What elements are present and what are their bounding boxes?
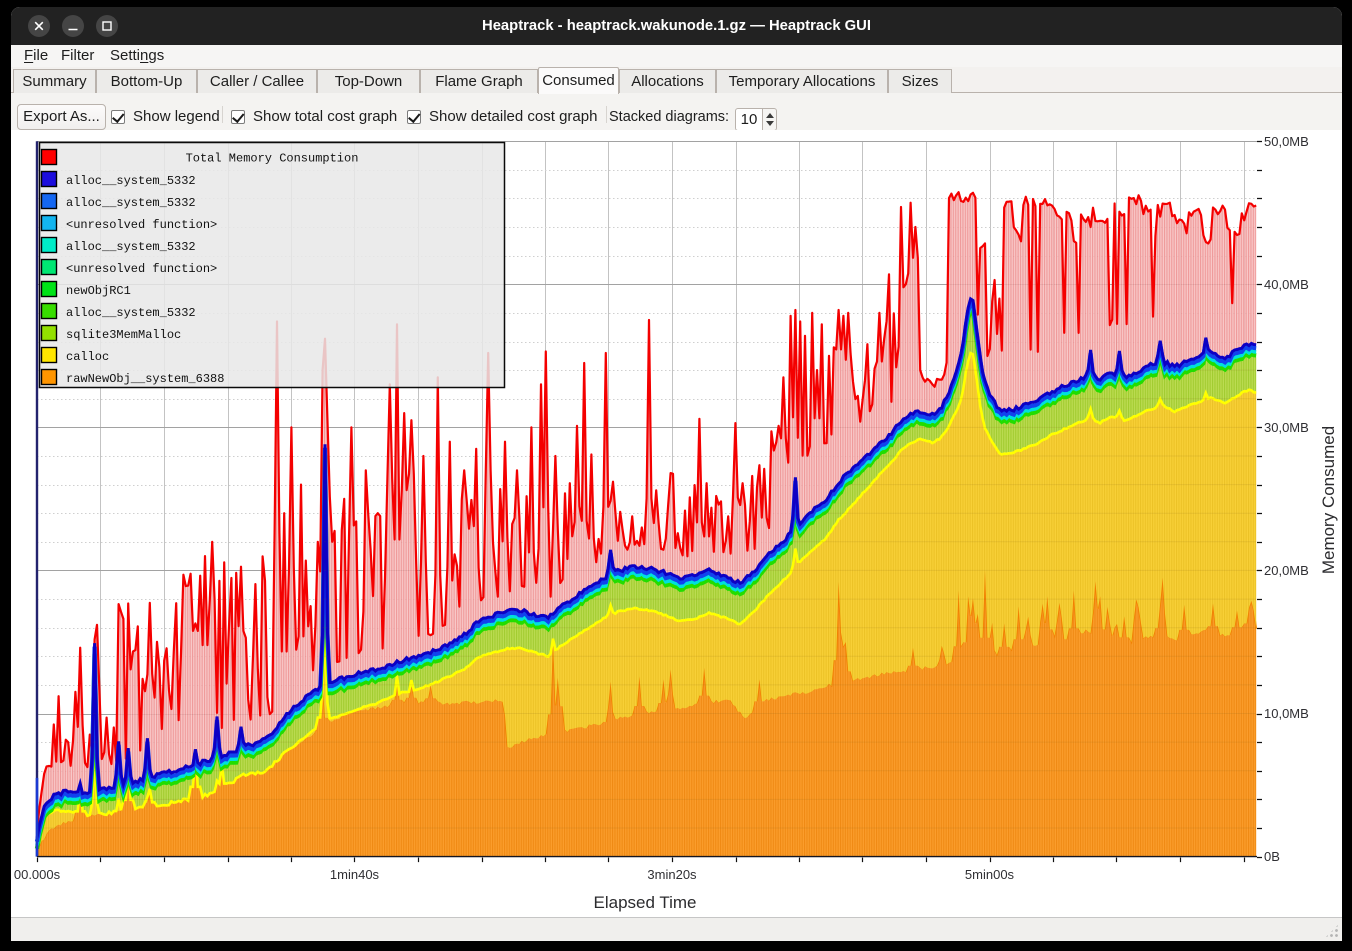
- svg-text:alloc__system_5332: alloc__system_5332: [66, 306, 196, 320]
- svg-text:5min00s: 5min00s: [965, 867, 1015, 882]
- svg-text:50,0MB: 50,0MB: [1264, 134, 1309, 149]
- svg-text:alloc__system_5332: alloc__system_5332: [66, 174, 196, 188]
- svg-text:alloc__system_5332: alloc__system_5332: [66, 240, 196, 254]
- svg-text:20,0MB: 20,0MB: [1264, 563, 1309, 578]
- svg-text:10,0MB: 10,0MB: [1264, 706, 1309, 721]
- svg-text:rawNewObj__system_6388: rawNewObj__system_6388: [66, 372, 224, 386]
- svg-text:0B: 0B: [1264, 849, 1280, 864]
- svg-text:newObjRC1: newObjRC1: [66, 284, 131, 298]
- svg-text:1min40s: 1min40s: [330, 867, 380, 882]
- svg-text:calloc: calloc: [66, 350, 109, 364]
- svg-text:3min20s: 3min20s: [647, 867, 697, 882]
- svg-text:30,0MB: 30,0MB: [1264, 420, 1309, 435]
- svg-text:40,0MB: 40,0MB: [1264, 277, 1309, 292]
- svg-text:<unresolved function>: <unresolved function>: [66, 218, 217, 232]
- svg-text:Total Memory Consumption: Total Memory Consumption: [186, 152, 359, 166]
- svg-text:sqlite3MemMalloc: sqlite3MemMalloc: [66, 328, 181, 342]
- svg-text:Elapsed Time: Elapsed Time: [594, 893, 697, 912]
- svg-text:Memory Consumed: Memory Consumed: [1319, 426, 1338, 574]
- svg-text:<unresolved function>: <unresolved function>: [66, 262, 217, 276]
- svg-text:00.000s: 00.000s: [14, 867, 61, 882]
- svg-text:alloc__system_5332: alloc__system_5332: [66, 196, 196, 210]
